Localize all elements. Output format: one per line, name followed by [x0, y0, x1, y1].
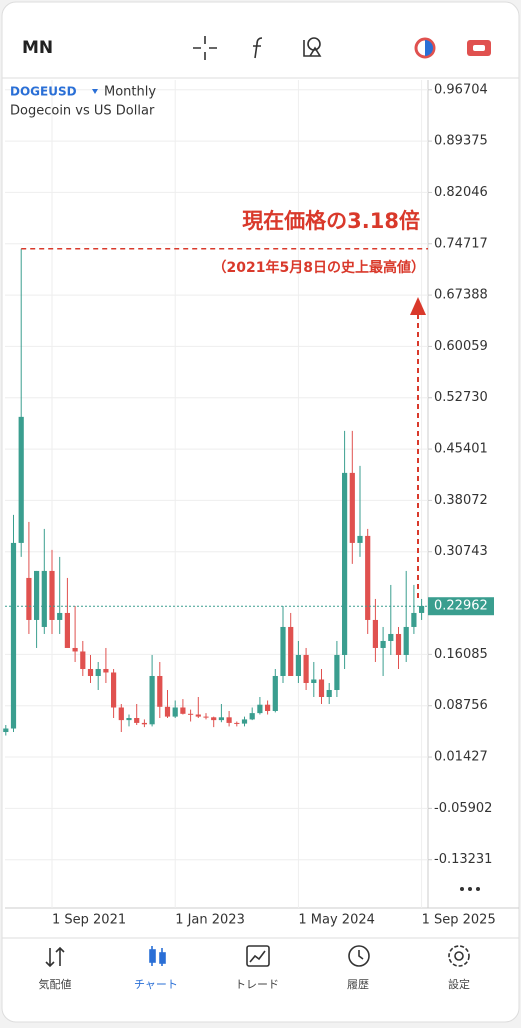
candle-body	[311, 679, 317, 683]
plot	[3, 80, 428, 908]
description: Dogecoin vs US Dollar	[10, 104, 155, 119]
arrow-head	[410, 297, 426, 315]
candle-body	[157, 675, 163, 707]
candle-body	[226, 717, 232, 723]
candle-body	[272, 675, 278, 712]
trade-icon-inner	[473, 45, 485, 51]
candle-body	[365, 535, 371, 620]
candle-body	[265, 704, 271, 712]
candle-body	[280, 626, 286, 676]
timeframe[interactable]: MN	[22, 38, 53, 58]
y-tick-label: 0.96704	[434, 82, 488, 97]
candle-body	[403, 626, 409, 655]
y-tick-label: 0.30743	[434, 544, 488, 559]
y-tick-label: 0.60059	[434, 339, 488, 354]
candle-body	[118, 707, 124, 721]
symbol[interactable]: DOGEUSD	[10, 85, 77, 99]
candle-body	[288, 626, 294, 676]
y-tick-label: 0.16085	[434, 647, 488, 662]
x-tick-label: 1 May 2024	[298, 913, 375, 928]
candle-body	[49, 570, 55, 620]
candle-body	[164, 706, 171, 717]
candle-body	[26, 577, 32, 620]
candle-body	[126, 718, 132, 721]
bottom-nav: 気配値 チャート トレード 履歴 設定	[39, 977, 471, 991]
y-tick-label: 0.89375	[434, 134, 488, 149]
candle-body	[249, 713, 255, 720]
y-tick-label: 0.45401	[434, 442, 488, 457]
candle-body	[349, 472, 355, 543]
nav-label[interactable]: 設定	[448, 977, 470, 991]
candle-body	[326, 689, 332, 697]
candle-body	[188, 713, 194, 715]
nav-label[interactable]: 気配値	[39, 977, 72, 991]
x-tick-label: 1 Sep 2021	[52, 913, 126, 928]
candle-body	[203, 716, 209, 718]
candle-body	[141, 722, 147, 725]
candle-body	[380, 640, 386, 648]
candle-body	[334, 654, 340, 690]
more-icon[interactable]	[460, 887, 480, 891]
candle-body	[95, 668, 101, 676]
candle-body	[10, 542, 17, 729]
candle-body	[3, 728, 9, 733]
y-tick-label: 0.74717	[434, 236, 488, 251]
candle-body	[87, 668, 94, 676]
candle-body	[411, 612, 417, 627]
candle-body	[195, 714, 201, 717]
annotation-note: （2021年5月8日の史上最高値）	[213, 259, 425, 276]
candle-body	[57, 612, 63, 620]
y-tick-label: 0.82046	[434, 185, 488, 200]
candle-body	[211, 717, 217, 721]
candle-body	[357, 535, 363, 543]
nav-icons	[45, 945, 470, 968]
annotation-headline: 現在価格の3.18倍	[242, 209, 420, 233]
candle-body	[241, 719, 248, 724]
candle-body	[111, 672, 117, 708]
candle-body	[103, 668, 109, 673]
y-tick-label: 0.01427	[434, 750, 488, 765]
nav-label[interactable]: チャート	[134, 978, 178, 991]
y-tick-label: 0.67388	[434, 288, 488, 303]
account-icon-half	[425, 40, 433, 56]
candle-body	[342, 472, 348, 655]
last-price-box	[428, 597, 494, 616]
candle-body	[295, 654, 301, 676]
x-tick-label: 1 Sep 2025	[422, 913, 496, 928]
candle-body	[218, 717, 224, 721]
candle-body	[395, 633, 402, 655]
candle-body	[172, 707, 178, 717]
candle-body	[388, 633, 394, 641]
account-icon[interactable]	[414, 37, 436, 59]
dropdown-icon	[92, 89, 98, 94]
nav-label[interactable]: 履歴	[347, 978, 369, 991]
y-tick-label: -0.13231	[434, 852, 492, 867]
candle-body	[64, 612, 70, 648]
candle-body	[134, 718, 140, 723]
candle-body	[257, 704, 263, 714]
y-tick-label: -0.05902	[434, 801, 492, 816]
candle-body	[72, 647, 78, 652]
x-tick-label: 1 Jan 2023	[175, 913, 245, 928]
y-tick-label: 0.38072	[434, 493, 488, 508]
candle-body	[34, 570, 40, 620]
candle-body	[149, 675, 155, 725]
candle-body	[372, 619, 378, 648]
candle-body	[180, 707, 186, 714]
candle-body	[318, 679, 325, 697]
candle-body	[80, 651, 86, 669]
candle-body	[41, 570, 47, 627]
candle-body	[18, 416, 24, 543]
candle-body	[303, 654, 309, 683]
toolbar-icons[interactable]	[193, 36, 322, 60]
last-price-label: 0.22962	[434, 599, 488, 614]
nav-label[interactable]: トレード	[235, 978, 279, 991]
period: Monthly	[104, 85, 156, 100]
y-tick-label: 0.52730	[434, 390, 488, 405]
candle-body	[419, 605, 425, 613]
candle-body	[234, 722, 240, 724]
y-tick-label: 0.08756	[434, 698, 488, 713]
